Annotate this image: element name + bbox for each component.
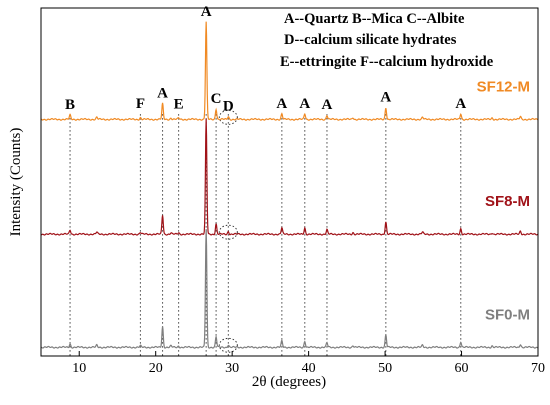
peak-guide-lines <box>69 114 462 356</box>
series-label-sf0-m: SF0-M <box>485 306 530 323</box>
peak-label: B <box>65 97 75 113</box>
x-axis-title: 2θ (degrees) <box>252 374 326 390</box>
series-label-sf12-m: SF12-M <box>477 78 530 95</box>
peak-label: A <box>322 97 333 113</box>
x-tick-label: 50 <box>378 361 392 376</box>
csh-highlight-circle <box>218 109 238 125</box>
peak-label: A <box>201 4 212 20</box>
peak-label: A <box>299 96 310 112</box>
x-tick-label: 20 <box>149 361 163 376</box>
x-tick-label: 60 <box>455 361 469 376</box>
peak-label: A <box>276 96 287 112</box>
peak-label: F <box>136 96 145 112</box>
highlight-circles <box>218 109 238 353</box>
series-label-sf8-m: SF8-M <box>485 193 530 210</box>
csh-highlight-circle <box>218 224 238 240</box>
peak-label: E <box>174 96 184 112</box>
x-tick-label: 10 <box>72 361 86 376</box>
peak-label: A <box>380 90 391 106</box>
peak-label: D <box>223 99 234 115</box>
x-axis-ticks: 10 20 30 40 50 60 70 <box>72 351 545 376</box>
legend-line-2: D--calcium silicate hydrates <box>284 32 457 48</box>
legend-line-1: A--Quartz B--Mica C--Albite <box>284 11 465 27</box>
legend-line-3: E--ettringite F--calcium hydroxide <box>280 54 494 70</box>
series-lines <box>40 21 539 349</box>
x-tick-label: 40 <box>302 361 316 376</box>
series-line-sf0-m <box>40 229 539 349</box>
y-axis-title: Intensity (Counts) <box>8 128 24 237</box>
csh-highlight-circle <box>218 337 238 353</box>
series-labels: SF12-M SF8-M SF0-M <box>477 78 530 323</box>
x-tick-label: 70 <box>531 361 545 376</box>
plot-frame <box>40 7 539 357</box>
series-line-sf12-m <box>40 21 539 121</box>
peak-label: A <box>455 96 466 112</box>
x-tick-label: 30 <box>225 361 239 376</box>
peak-label: C <box>211 91 222 107</box>
series-line-sf8-m <box>40 118 539 236</box>
peak-label: A <box>157 86 168 102</box>
